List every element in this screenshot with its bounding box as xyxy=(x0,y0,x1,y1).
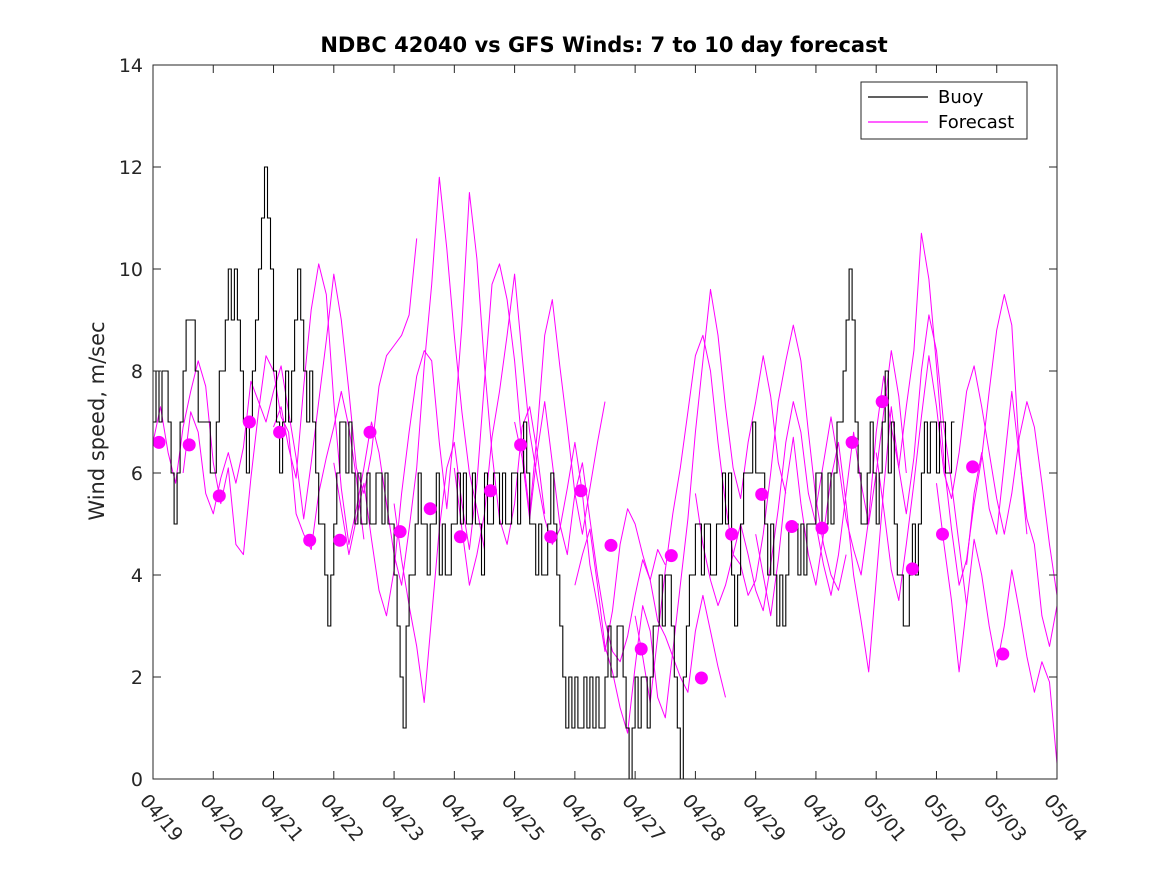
buoy-series-group xyxy=(153,166,955,780)
forecast-line-13 xyxy=(875,355,1058,601)
forecast-line-11 xyxy=(755,314,968,673)
forecast-marker-20 xyxy=(725,527,739,541)
forecast-line-10 xyxy=(694,350,907,612)
plot-background xyxy=(153,65,1057,779)
forecast-marker-19 xyxy=(694,671,708,685)
forecast-marker-28 xyxy=(966,460,980,474)
y-tick-label-4: 4 xyxy=(131,565,143,587)
forecast-marker-27 xyxy=(936,527,949,541)
forecast-marker-26 xyxy=(905,562,919,576)
forecast-line-3 xyxy=(273,176,485,586)
y-tick-label-14: 14 xyxy=(119,55,143,77)
forecast-marker-16 xyxy=(604,538,618,552)
legend: Buoy Forecast xyxy=(860,81,1028,140)
forecast-marker-24 xyxy=(845,435,859,449)
forecast-marker-11 xyxy=(453,530,467,544)
forecast-marker-22 xyxy=(785,520,799,533)
forecast-line-5 xyxy=(393,263,606,703)
forecast-line-14 xyxy=(936,483,1058,764)
y-tick-label-2: 2 xyxy=(131,667,143,689)
forecast-line-4 xyxy=(333,192,546,617)
y-tick-label-10: 10 xyxy=(119,259,143,281)
forecast-marker-4 xyxy=(242,415,256,429)
forecast-marker-14 xyxy=(544,530,558,544)
legend-box xyxy=(860,81,1028,140)
forecast-marker-15 xyxy=(574,484,588,498)
forecast-marker-9 xyxy=(393,525,407,539)
forecast-marker-23 xyxy=(815,521,829,535)
y-tick-label-0: 0 xyxy=(131,769,143,791)
legend-forecast-label: Forecast xyxy=(938,112,1014,133)
y-axis-label: Wind speed, m/sec xyxy=(85,321,109,520)
forecast-markers-group xyxy=(152,395,1010,685)
forecast-marker-7 xyxy=(333,533,347,547)
forecast-series-group xyxy=(152,176,1058,764)
forecast-line-2 xyxy=(182,238,418,520)
forecast-line-7 xyxy=(514,401,726,698)
y-tick-label-8: 8 xyxy=(131,361,143,383)
forecast-marker-29 xyxy=(996,647,1010,661)
forecast-marker-3 xyxy=(212,489,226,503)
axes-frame xyxy=(152,64,1058,780)
buoy-line xyxy=(153,166,955,780)
forecast-line-6 xyxy=(453,273,666,652)
forecast-line-12 xyxy=(815,232,1028,586)
forecast-marker-17 xyxy=(634,642,648,656)
forecast-marker-13 xyxy=(514,438,528,452)
chart-title: NDBC 42040 vs GFS Winds: 7 to 10 day for… xyxy=(320,33,887,57)
forecast-line-1 xyxy=(152,355,365,556)
forecast-marker-10 xyxy=(423,502,437,516)
y-tick-label-12: 12 xyxy=(119,157,143,179)
forecast-marker-18 xyxy=(664,549,678,563)
forecast-marker-12 xyxy=(484,484,497,498)
forecast-line-8 xyxy=(574,288,787,734)
forecast-marker-5 xyxy=(273,425,287,439)
forecast-marker-21 xyxy=(755,487,769,501)
forecast-marker-2 xyxy=(182,438,196,452)
forecast-marker-8 xyxy=(363,425,377,439)
forecast-marker-25 xyxy=(875,395,889,409)
forecast-line-15 xyxy=(966,390,1058,647)
forecast-marker-1 xyxy=(152,435,166,449)
y-tick-label-6: 6 xyxy=(131,463,143,485)
legend-buoy-label: Buoy xyxy=(938,87,984,108)
forecast-marker-6 xyxy=(303,533,317,547)
